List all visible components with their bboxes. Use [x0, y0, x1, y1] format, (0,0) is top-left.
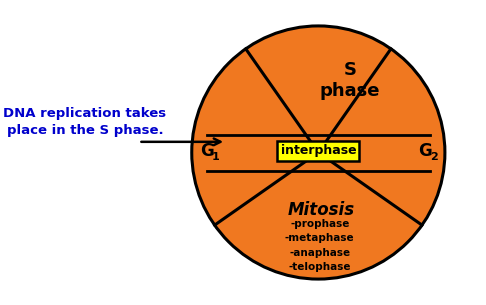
Text: 1: 1	[212, 152, 219, 162]
Text: interphase: interphase	[280, 145, 356, 157]
Text: G: G	[418, 142, 432, 160]
Text: 2: 2	[431, 152, 438, 162]
Text: G: G	[200, 142, 213, 160]
Text: DNA replication takes
place in the S phase.: DNA replication takes place in the S pha…	[3, 107, 167, 137]
Text: S
phase: S phase	[320, 61, 380, 100]
Circle shape	[192, 26, 445, 279]
Text: -prophase
-metaphase
-anaphase
-telophase: -prophase -metaphase -anaphase -telophas…	[285, 219, 355, 272]
Text: Mitosis: Mitosis	[287, 201, 354, 220]
